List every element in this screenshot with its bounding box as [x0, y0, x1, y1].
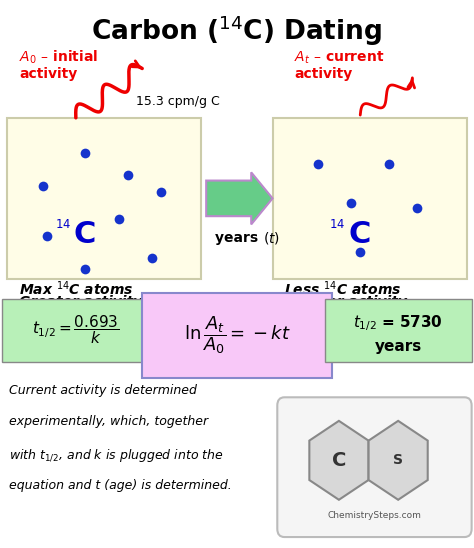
Text: activity: activity: [19, 67, 77, 81]
Text: $\ln\dfrac{A_t}{A_0} = -kt$: $\ln\dfrac{A_t}{A_0} = -kt$: [184, 315, 290, 356]
FancyBboxPatch shape: [2, 299, 149, 362]
Text: Max $^{14}$C atoms: Max $^{14}$C atoms: [19, 279, 134, 298]
Text: with $t_{1/2}$, and k is plugged into the: with $t_{1/2}$, and k is plugged into th…: [9, 447, 224, 464]
Text: C: C: [348, 220, 371, 249]
Text: experimentally, which, together: experimentally, which, together: [9, 415, 209, 429]
FancyBboxPatch shape: [325, 299, 472, 362]
Text: Greater activity: Greater activity: [19, 295, 142, 309]
Text: $^{14}$: $^{14}$: [55, 220, 71, 238]
Text: C: C: [73, 220, 96, 249]
Text: C: C: [332, 451, 346, 470]
FancyBboxPatch shape: [7, 118, 201, 279]
Text: Current activity is determined: Current activity is determined: [9, 384, 197, 397]
Text: S: S: [393, 453, 403, 467]
FancyBboxPatch shape: [142, 293, 332, 378]
Text: $\mathit{A_t}$ – current: $\mathit{A_t}$ – current: [294, 49, 384, 66]
Text: years: years: [215, 231, 264, 246]
FancyBboxPatch shape: [277, 397, 472, 537]
Text: $(t)$: $(t)$: [263, 230, 280, 247]
Text: ChemistrySteps.com: ChemistrySteps.com: [328, 511, 421, 520]
Text: years: years: [374, 339, 422, 354]
Text: $\mathit{A_0}$ – initial: $\mathit{A_0}$ – initial: [19, 49, 98, 66]
Text: activity: activity: [294, 67, 352, 81]
Text: equation and t (age) is determined.: equation and t (age) is determined.: [9, 479, 232, 492]
FancyArrow shape: [206, 172, 273, 225]
Text: $t_{1/2} = \dfrac{0.693}{k}$: $t_{1/2} = \dfrac{0.693}{k}$: [32, 313, 119, 346]
Text: $t_{1/2}$ = 5730: $t_{1/2}$ = 5730: [353, 313, 443, 333]
Text: Less $^{14}$C atoms: Less $^{14}$C atoms: [284, 279, 401, 298]
Text: Carbon ($^{14}$C) Dating: Carbon ($^{14}$C) Dating: [91, 14, 383, 48]
Text: Smaller activity: Smaller activity: [284, 295, 407, 309]
Text: $^{14}$: $^{14}$: [329, 220, 346, 238]
FancyBboxPatch shape: [273, 118, 467, 279]
Text: 15.3 cpm/g C: 15.3 cpm/g C: [136, 95, 219, 108]
